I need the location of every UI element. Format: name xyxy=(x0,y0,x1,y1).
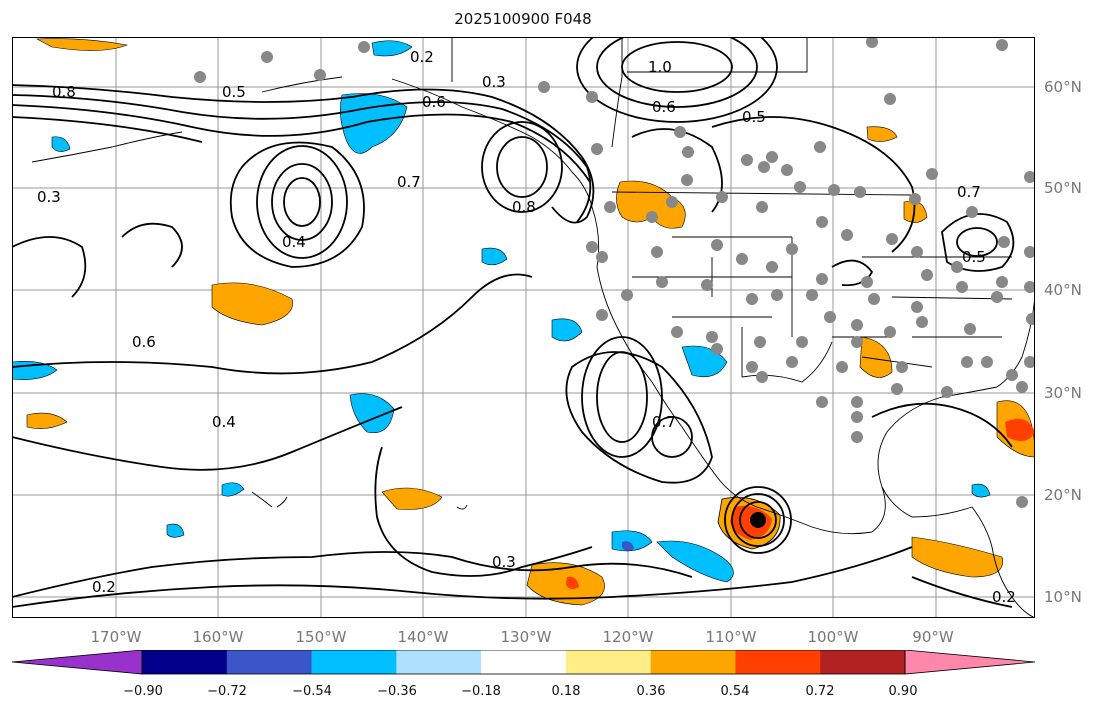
lon-tick-label: 170°W xyxy=(90,628,142,646)
lat-tick-label: 60°N xyxy=(1044,78,1082,96)
weather-map[interactable]: 0.2 0.3 0.4 0.5 0.6 0.7 0.8 1.0 0.3 0.2 … xyxy=(12,37,1035,618)
lat-tick-label: 30°N xyxy=(1044,384,1082,402)
gridlines xyxy=(12,37,1035,618)
lon-tick-label: 110°W xyxy=(705,628,757,646)
lon-tick-label: 160°W xyxy=(192,628,244,646)
colorbar-tick-label: −0.18 xyxy=(461,684,501,699)
svg-text:0.5: 0.5 xyxy=(742,108,766,126)
colorbar-tick-label: 0.90 xyxy=(888,684,918,699)
lat-tick-label: 20°N xyxy=(1044,486,1082,504)
colorbar-tick-label: −0.72 xyxy=(207,684,247,699)
map-panel[interactable]: 0.2 0.3 0.4 0.5 0.6 0.7 0.8 1.0 0.3 0.2 … xyxy=(12,37,1035,618)
colorbar-segment xyxy=(820,650,906,674)
map-frame xyxy=(12,37,1035,618)
svg-text:0.4: 0.4 xyxy=(212,413,236,431)
contour-labels: 0.2 0.3 0.4 0.5 0.6 0.7 0.8 1.0 0.3 0.2 … xyxy=(37,48,1016,606)
lon-tick-label: 150°W xyxy=(295,628,347,646)
lon-tick-label: 130°W xyxy=(500,628,552,646)
lat-tick-label: 40°N xyxy=(1044,281,1082,299)
svg-text:0.8: 0.8 xyxy=(52,83,76,101)
svg-text:0.7: 0.7 xyxy=(652,413,676,431)
colorbar-segment xyxy=(481,650,567,674)
anomaly-shading xyxy=(12,38,1035,606)
colorbar-segment xyxy=(650,650,736,674)
colorbar-segment xyxy=(142,650,228,674)
lat-tick-label: 50°N xyxy=(1044,179,1082,197)
svg-text:1.0: 1.0 xyxy=(648,58,672,76)
svg-text:0.6: 0.6 xyxy=(132,333,156,351)
svg-text:0.2: 0.2 xyxy=(992,588,1016,606)
svg-text:0.3: 0.3 xyxy=(492,553,516,571)
svg-text:0.3: 0.3 xyxy=(482,73,506,91)
svg-text:0.4: 0.4 xyxy=(282,233,306,251)
svg-text:0.5: 0.5 xyxy=(962,248,986,266)
colorbar-segment xyxy=(735,650,821,674)
colorbar-extend-low xyxy=(12,650,142,674)
svg-text:0.8: 0.8 xyxy=(512,198,536,216)
storm-center-marker xyxy=(750,512,766,528)
lon-tick-label: 140°W xyxy=(397,628,449,646)
colorbar-segment xyxy=(311,650,397,674)
svg-text:0.2: 0.2 xyxy=(92,578,116,596)
colorbar xyxy=(12,650,1035,675)
colorbar-segment xyxy=(396,650,482,674)
colorbar-tick-label: 0.72 xyxy=(805,684,835,699)
map-title: 2025100900 F048 xyxy=(454,10,592,28)
colorbar-segment xyxy=(565,650,652,674)
colorbar-extend-high xyxy=(905,650,1035,674)
svg-text:0.7: 0.7 xyxy=(397,173,421,191)
colorbar-tick-label: 0.18 xyxy=(551,684,581,699)
colorbar-tick-label: −0.90 xyxy=(123,684,163,699)
lat-tick-label: 10°N xyxy=(1044,588,1082,606)
lon-tick-label: 100°W xyxy=(807,628,859,646)
svg-text:0.2: 0.2 xyxy=(410,48,434,66)
svg-text:0.6: 0.6 xyxy=(422,93,446,111)
lon-tick-label: 120°W xyxy=(602,628,654,646)
svg-text:0.6: 0.6 xyxy=(652,98,676,116)
svg-text:0.5: 0.5 xyxy=(222,83,246,101)
station-dots xyxy=(194,37,1035,508)
colorbar-tick-label: −0.54 xyxy=(292,684,332,699)
colorbar-tick-label: 0.36 xyxy=(636,684,666,699)
contour-lines xyxy=(12,37,1015,608)
colorbar-segment xyxy=(226,650,313,674)
lon-tick-label: 90°W xyxy=(912,628,954,646)
svg-text:0.7: 0.7 xyxy=(957,183,981,201)
coastlines xyxy=(31,37,1035,618)
colorbar-tick-label: 0.54 xyxy=(720,684,750,699)
colorbar-tick-label: −0.36 xyxy=(377,684,417,699)
svg-text:0.3: 0.3 xyxy=(37,188,61,206)
